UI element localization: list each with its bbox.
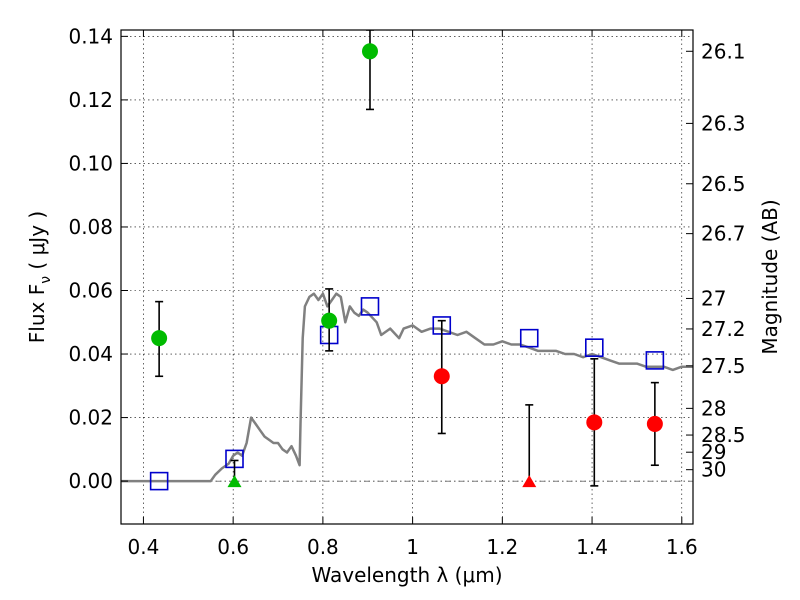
right-tick-label: 26.3 — [701, 111, 746, 135]
y-axis-label: Flux Fν ( μJy ) — [25, 211, 54, 343]
model-flux-square — [645, 351, 665, 370]
model-flux-square — [519, 328, 539, 348]
upper-limit-triangle — [227, 475, 242, 488]
right-axis-label: Magnitude (AB) — [758, 199, 782, 354]
plot-frame — [120, 29, 694, 525]
x-tick-label: 0.6 — [217, 535, 249, 559]
observed-flux-point — [321, 312, 338, 329]
right-tick-label: 28 — [701, 396, 726, 420]
observed-flux-point — [433, 368, 450, 385]
model-flux-square — [585, 338, 604, 357]
right-tick-label: 26.7 — [701, 222, 746, 246]
upper-limit-triangle — [522, 475, 537, 488]
model-flux-square — [360, 297, 380, 316]
right-tick-label: 27 — [701, 286, 726, 310]
y-tick-label: 0.08 — [68, 215, 113, 239]
y-axis-label-unit: ( μJy ) — [25, 211, 49, 276]
ticks: 0.4 0.6 0.8 1 1.2 1.4 1.6 0.00 0.02 0.04 0.06 0.08 0… — [68, 24, 745, 559]
right-tick-label: 30 — [701, 458, 726, 482]
observed-flux-point — [586, 414, 603, 431]
right-tick-label: 27.5 — [701, 354, 746, 378]
x-tick-label: 1.6 — [666, 535, 698, 559]
y-tick-label: 0.00 — [68, 469, 113, 493]
right-tick-label: 27.2 — [701, 317, 746, 341]
right-tick-label: 26.1 — [701, 39, 746, 63]
x-tick-label: 1.2 — [486, 535, 518, 559]
y-tick-label: 0.04 — [68, 342, 113, 366]
right-tick-label: 29 — [701, 440, 726, 464]
observed-flux-point — [151, 330, 168, 347]
y-axis-label-main: Flux F — [25, 284, 49, 343]
data-layer — [121, 30, 693, 491]
x-tick-label: 0.8 — [307, 535, 339, 559]
right-tick-label: 28.5 — [701, 423, 746, 447]
y-tick-label: 0.06 — [68, 279, 113, 303]
x-tick-label: 1.4 — [576, 535, 608, 559]
right-tick-label: 26.5 — [701, 172, 746, 196]
y-tick-label: 0.02 — [68, 406, 113, 430]
x-axis-label: Wavelength λ (μm) — [311, 563, 502, 587]
x-tick-label: 0.4 — [128, 535, 160, 559]
observed-flux-point — [646, 415, 663, 432]
x-tick-label: 1 — [406, 535, 419, 559]
y-axis-label-sub: ν — [38, 276, 54, 284]
model-flux-square — [149, 471, 169, 491]
model-spectrum-line — [121, 292, 693, 483]
y-tick-label: 0.10 — [68, 151, 113, 175]
y-tick-label: 0.14 — [68, 24, 113, 48]
y-tick-label: 0.12 — [68, 88, 113, 112]
observed-flux-point — [361, 43, 378, 60]
